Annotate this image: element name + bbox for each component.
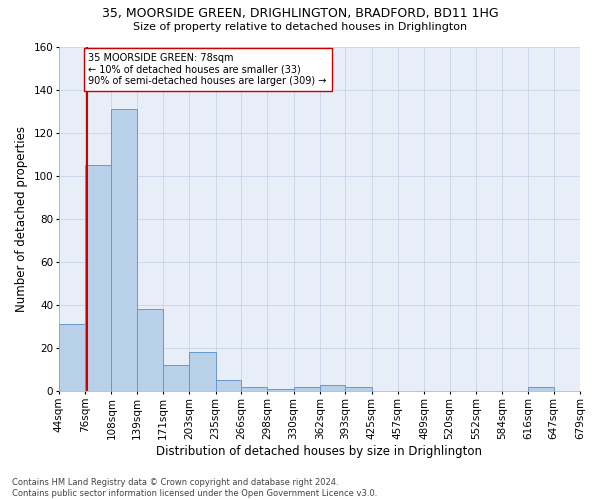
Text: 35, MOORSIDE GREEN, DRIGHLINGTON, BRADFORD, BD11 1HG: 35, MOORSIDE GREEN, DRIGHLINGTON, BRADFO… bbox=[101, 8, 499, 20]
Bar bbox=[241, 387, 268, 392]
Bar bbox=[293, 387, 320, 392]
Bar bbox=[345, 387, 371, 392]
Bar bbox=[528, 387, 554, 392]
Bar bbox=[59, 324, 85, 392]
Text: 35 MOORSIDE GREEN: 78sqm
← 10% of detached houses are smaller (33)
90% of semi-d: 35 MOORSIDE GREEN: 78sqm ← 10% of detach… bbox=[88, 53, 327, 86]
Text: Size of property relative to detached houses in Drighlington: Size of property relative to detached ho… bbox=[133, 22, 467, 32]
Bar bbox=[215, 380, 241, 392]
Bar bbox=[137, 310, 163, 392]
Bar bbox=[190, 352, 215, 392]
Text: Contains HM Land Registry data © Crown copyright and database right 2024.
Contai: Contains HM Land Registry data © Crown c… bbox=[12, 478, 377, 498]
Bar bbox=[320, 385, 345, 392]
Bar bbox=[85, 165, 112, 392]
Bar bbox=[112, 109, 137, 392]
Bar bbox=[268, 389, 293, 392]
Y-axis label: Number of detached properties: Number of detached properties bbox=[15, 126, 28, 312]
Bar bbox=[163, 366, 190, 392]
X-axis label: Distribution of detached houses by size in Drighlington: Distribution of detached houses by size … bbox=[157, 444, 482, 458]
